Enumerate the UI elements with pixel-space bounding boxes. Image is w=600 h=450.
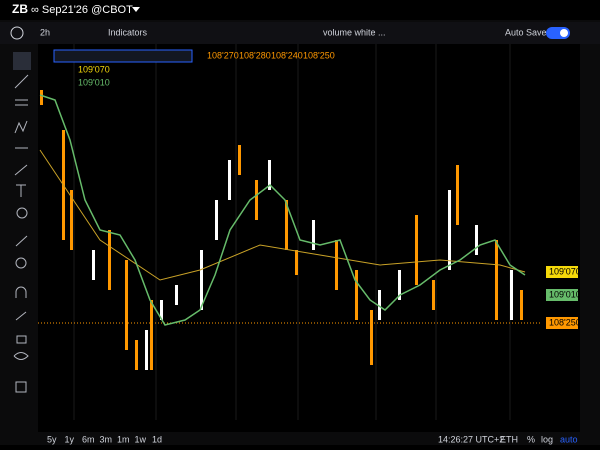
range-button[interactable]: 6m <box>82 434 95 444</box>
range-button[interactable]: 5y <box>47 434 57 444</box>
range-button[interactable]: 1y <box>65 434 75 444</box>
study[interactable]: volume white ... <box>323 27 386 37</box>
price-tag-label: 108'250 <box>549 317 581 327</box>
session[interactable]: ETH <box>500 434 518 444</box>
grid <box>73 44 511 420</box>
right-sidebar <box>580 44 600 445</box>
ma-fast <box>39 94 526 326</box>
range-button[interactable]: 1m <box>117 434 130 444</box>
legend-ma2: 109'010 <box>78 77 110 87</box>
price-tag <box>546 317 578 329</box>
toggle-knob <box>560 29 568 37</box>
tool-column <box>0 44 38 445</box>
dropdown-icon[interactable] <box>132 7 140 12</box>
ohlc-value: 108'240 <box>271 50 303 60</box>
symbol[interactable]: ZB <box>12 2 28 16</box>
top-bar <box>0 0 600 20</box>
ranges: 5y 1y 6m 3m 1m 1w 1d <box>47 434 162 444</box>
ohlc: 108'270 108'280 108'240 108'250 <box>207 50 335 60</box>
add-icon[interactable] <box>10 26 24 40</box>
autosave[interactable]: Auto Save <box>505 27 547 37</box>
toolbar <box>0 22 600 44</box>
price-tag-label: 109'070 <box>549 266 581 276</box>
legend-ma1: 109'070 <box>78 64 110 74</box>
contract[interactable]: ∞ Sep21'26 @CBOT <box>31 4 133 16</box>
ma-slow <box>39 149 526 281</box>
price-tags: 109'070 109'010 108'250 <box>546 266 581 329</box>
range-button[interactable]: 3m <box>100 434 113 444</box>
legend-box[interactable] <box>53 49 193 63</box>
price-tag <box>546 289 578 301</box>
ohlc-value: 108'250 <box>303 50 335 60</box>
auto[interactable]: auto <box>560 434 578 444</box>
indicators[interactable]: Indicators <box>108 27 148 37</box>
ohlc-value: 108'280 <box>239 50 271 60</box>
range-button[interactable]: 1d <box>152 434 162 444</box>
range-button[interactable]: 1w <box>135 434 147 444</box>
price-tag-label: 109'010 <box>549 289 581 299</box>
bottom-bar <box>0 432 600 445</box>
clock: 14:26:27 UTC+2 <box>438 434 504 444</box>
tools[interactable] <box>13 52 31 393</box>
percent[interactable]: % <box>527 434 535 444</box>
price-tag <box>546 266 578 278</box>
chart-area <box>38 44 580 432</box>
interval[interactable]: 2h <box>40 27 50 37</box>
ohlc-value: 108'270 <box>207 50 239 60</box>
log[interactable]: log <box>541 434 553 444</box>
